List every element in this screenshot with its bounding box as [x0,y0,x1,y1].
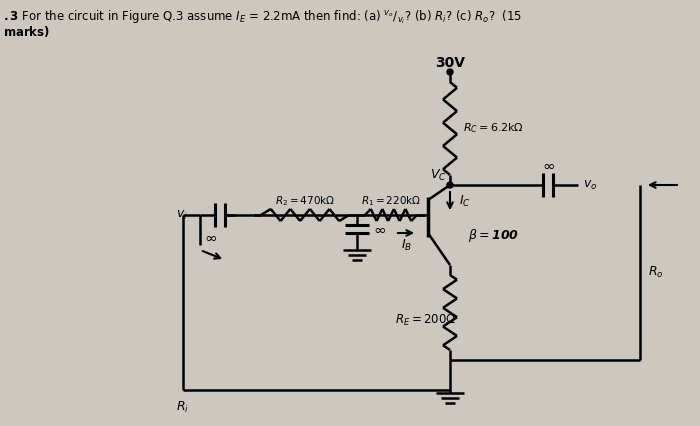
Text: $\beta$$=$100: $\beta$$=$100 [468,227,519,244]
Text: $v_o$: $v_o$ [583,178,597,192]
Text: $V_C$: $V_C$ [430,167,447,183]
Text: 30V: 30V [435,56,465,70]
Text: $\infty$: $\infty$ [204,230,216,245]
Text: $v_i$: $v_i$ [176,208,188,222]
Text: $R_i$: $R_i$ [176,400,190,414]
Text: $R_C$$=$6.2k$\Omega$: $R_C$$=$6.2k$\Omega$ [463,121,524,135]
Text: $R_E$$=$200$\Omega$: $R_E$$=$200$\Omega$ [395,313,456,328]
Text: $\bf{.3}$ For the circuit in Figure Q.3 assume $I_E$ = 2.2mA then find: (a) $^{v: $\bf{.3}$ For the circuit in Figure Q.3 … [3,8,522,26]
Text: $\bf{marks)}$: $\bf{marks)}$ [3,24,50,39]
Text: $\infty$: $\infty$ [542,158,554,173]
Text: $R_2$$=$470k$\Omega$: $R_2$$=$470k$\Omega$ [275,194,335,208]
Text: $I_B$: $I_B$ [401,237,412,253]
Circle shape [447,182,453,188]
Text: $I_C$: $I_C$ [459,193,471,209]
Circle shape [447,69,453,75]
Text: $R_o$: $R_o$ [648,265,664,280]
Text: $\infty$: $\infty$ [373,222,386,236]
Text: $R_1$$=$220k$\Omega$: $R_1$$=$220k$\Omega$ [361,194,421,208]
